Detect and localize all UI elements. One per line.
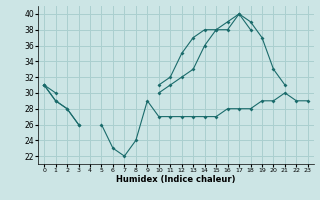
X-axis label: Humidex (Indice chaleur): Humidex (Indice chaleur) — [116, 175, 236, 184]
